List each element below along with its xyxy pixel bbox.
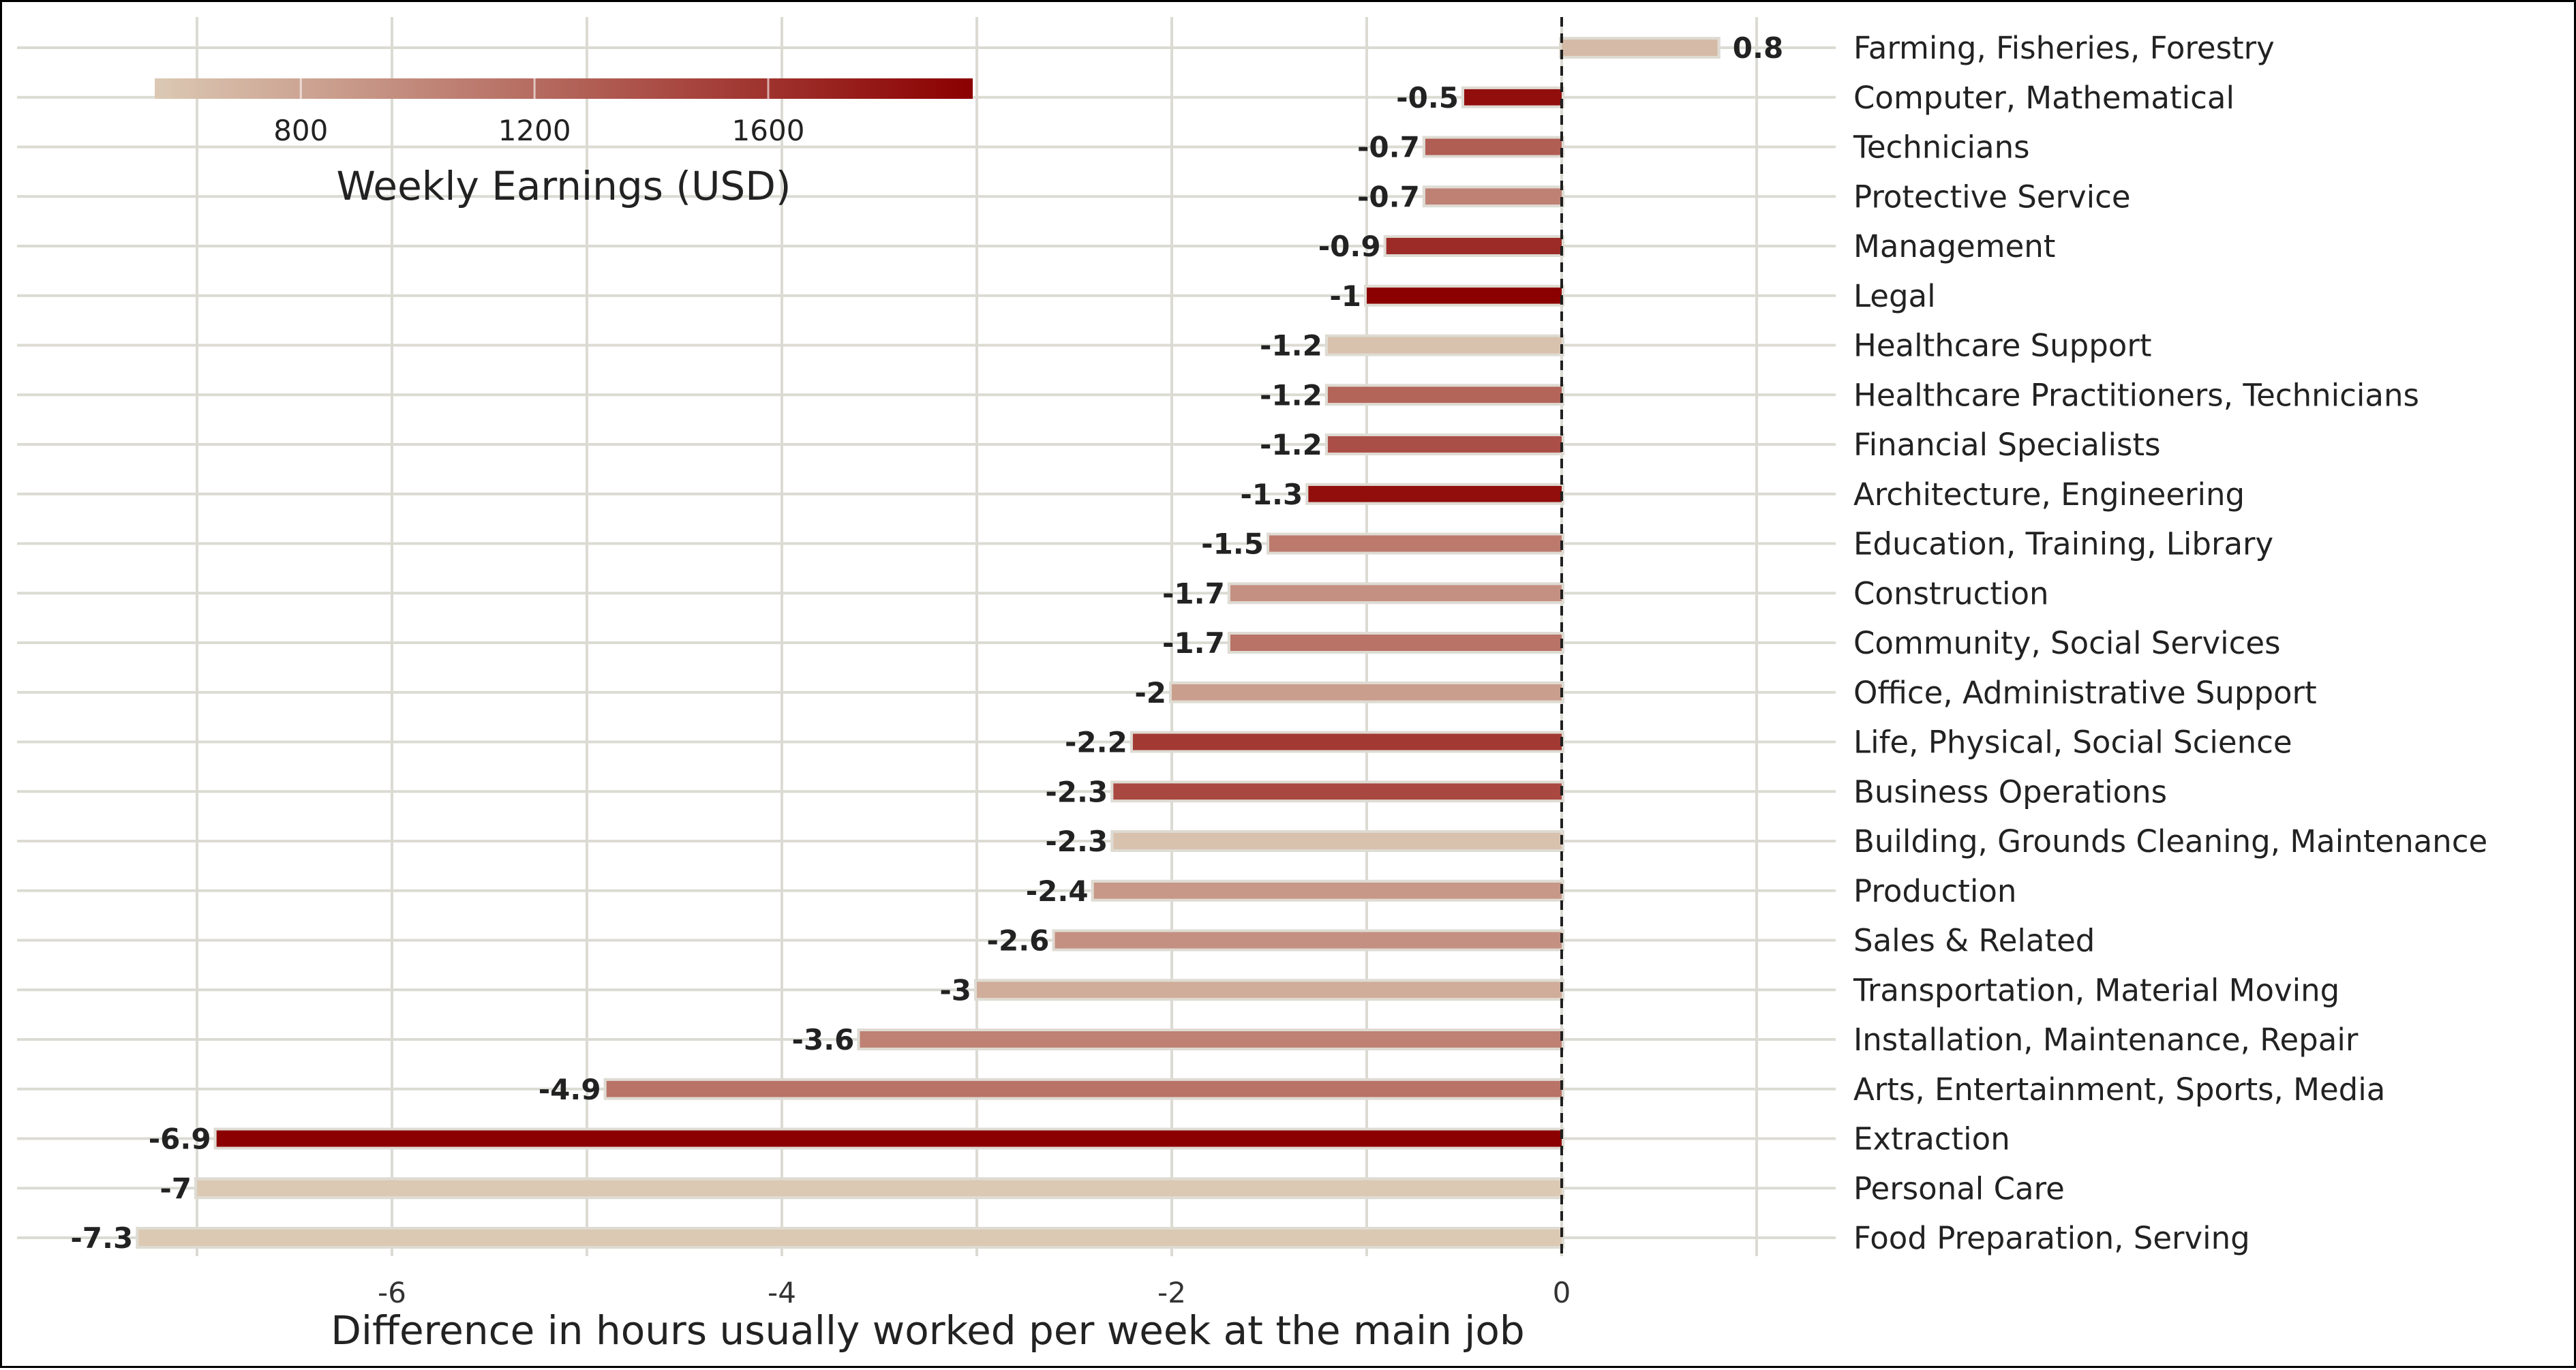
bar [1113, 833, 1562, 849]
bar [1269, 535, 1562, 552]
color-legend: 800 1200 1600 Weekly Earnings (USD) [155, 78, 973, 209]
x-axis-ticks: -6 -4 -2 0 [378, 1276, 1571, 1309]
value-label: -2.3 [1045, 775, 1108, 808]
value-label: -0.7 [1357, 131, 1420, 164]
bar [977, 981, 1562, 999]
bar-outline [1422, 185, 1565, 208]
value-label: -2.3 [1045, 825, 1108, 858]
value-label: -1.3 [1240, 478, 1303, 511]
value-label: -4.9 [539, 1073, 601, 1106]
value-label: -0.5 [1396, 81, 1459, 115]
bar [1308, 485, 1562, 502]
x-tick-label: 0 [1553, 1276, 1571, 1309]
bar-layer [136, 37, 1721, 1249]
category-label: Computer, Mathematical [1853, 80, 2234, 116]
category-label: Production [1853, 873, 2016, 909]
bar [216, 1130, 1562, 1147]
category-label: Financial Specialists [1853, 427, 2161, 463]
bar [197, 1180, 1562, 1197]
legend-tick-label: 800 [273, 114, 328, 147]
bar [1327, 337, 1562, 354]
bar [860, 1031, 1562, 1048]
x-tick-label: -2 [1157, 1276, 1186, 1309]
category-label: Arts, Entertainment, Sports, Media [1853, 1071, 2385, 1108]
bar-outline [1461, 86, 1564, 108]
legend-tick-label: 1600 [732, 114, 805, 147]
value-label: -3 [939, 973, 971, 1007]
category-label: Architecture, Engineering [1853, 476, 2245, 513]
value-label: 0.8 [1733, 31, 1783, 65]
bar [1386, 238, 1562, 254]
bar [1367, 287, 1562, 304]
category-label: Legal [1853, 278, 1936, 314]
category-label: Installation, Maintenance, Repair [1853, 1022, 2359, 1058]
category-label: Sales & Related [1853, 923, 2095, 959]
bar [1055, 932, 1562, 949]
bar [606, 1080, 1562, 1097]
category-label: Life, Physical, Social Science [1853, 725, 2292, 761]
value-label: -6.9 [149, 1123, 211, 1156]
category-label: Technicians [1853, 130, 2030, 166]
bar [1562, 40, 1718, 56]
value-label: -7.3 [70, 1221, 133, 1255]
category-label: Personal Care [1853, 1170, 2065, 1206]
bar [1327, 436, 1562, 453]
value-label: -1.2 [1260, 428, 1322, 461]
value-label: -0.7 [1357, 180, 1420, 213]
category-label: Business Operations [1853, 774, 2167, 810]
x-tick-label: -6 [378, 1276, 406, 1309]
category-label: Food Preparation, Serving [1853, 1220, 2250, 1256]
label-layer: 0.8 Farming, Fisheries, Forestry -0.5 Compu… [70, 30, 2487, 1256]
bar [1230, 585, 1562, 602]
category-label: Building, Grounds Cleaning, Maintenance [1853, 823, 2487, 859]
value-label: -1.2 [1260, 378, 1322, 412]
legend-colorbar [155, 78, 973, 99]
bar [1113, 783, 1562, 800]
category-label: Farming, Fisheries, Forestry [1853, 30, 2275, 66]
category-label: Extraction [1853, 1121, 2010, 1157]
category-label: Office, Administrative Support [1853, 675, 2317, 711]
value-label: -1.7 [1162, 626, 1225, 660]
x-axis-title: Difference in hours usually worked per w… [331, 1307, 1524, 1354]
value-label: -2.4 [1026, 874, 1089, 908]
value-label: -1.2 [1260, 329, 1322, 363]
bar [138, 1230, 1562, 1246]
bar [1230, 635, 1562, 651]
category-label: Healthcare Support [1853, 328, 2151, 364]
bar [1425, 138, 1562, 155]
x-tick-label: -4 [768, 1276, 796, 1309]
category-label: Management [1853, 228, 2055, 264]
value-label: -1.7 [1162, 577, 1225, 610]
bar [1327, 386, 1562, 404]
bar [1464, 89, 1562, 106]
category-label: Community, Social Services [1853, 625, 2281, 661]
legend-title: Weekly Earnings (USD) [336, 163, 791, 209]
value-label: -2.2 [1065, 726, 1127, 759]
category-label: Transportation, Material Moving [1853, 972, 2339, 1008]
bar [1093, 882, 1562, 899]
category-label: Protective Service [1853, 179, 2131, 215]
bar-outline [194, 1177, 1564, 1200]
legend-tick-label: 1200 [498, 114, 571, 147]
value-label: -7 [160, 1172, 192, 1205]
value-label: -1 [1329, 279, 1361, 313]
value-label: -2.6 [987, 924, 1050, 958]
bar [1425, 188, 1562, 205]
category-label: Construction [1853, 575, 2049, 611]
category-label: Education, Training, Library [1853, 526, 2273, 562]
bar-outline [136, 1227, 1565, 1249]
bar-outline [1422, 136, 1565, 158]
value-label: -1.5 [1201, 528, 1264, 561]
bar [1132, 733, 1562, 750]
value-label: -2 [1134, 676, 1166, 710]
legend-ticks: 800 1200 1600 [273, 78, 804, 147]
category-label: Healthcare Practitioners, Technicians [1853, 377, 2419, 413]
value-label: -0.9 [1318, 230, 1381, 263]
bar-outline [1559, 37, 1721, 59]
bar [1172, 684, 1562, 701]
value-label: -3.6 [792, 1023, 855, 1056]
